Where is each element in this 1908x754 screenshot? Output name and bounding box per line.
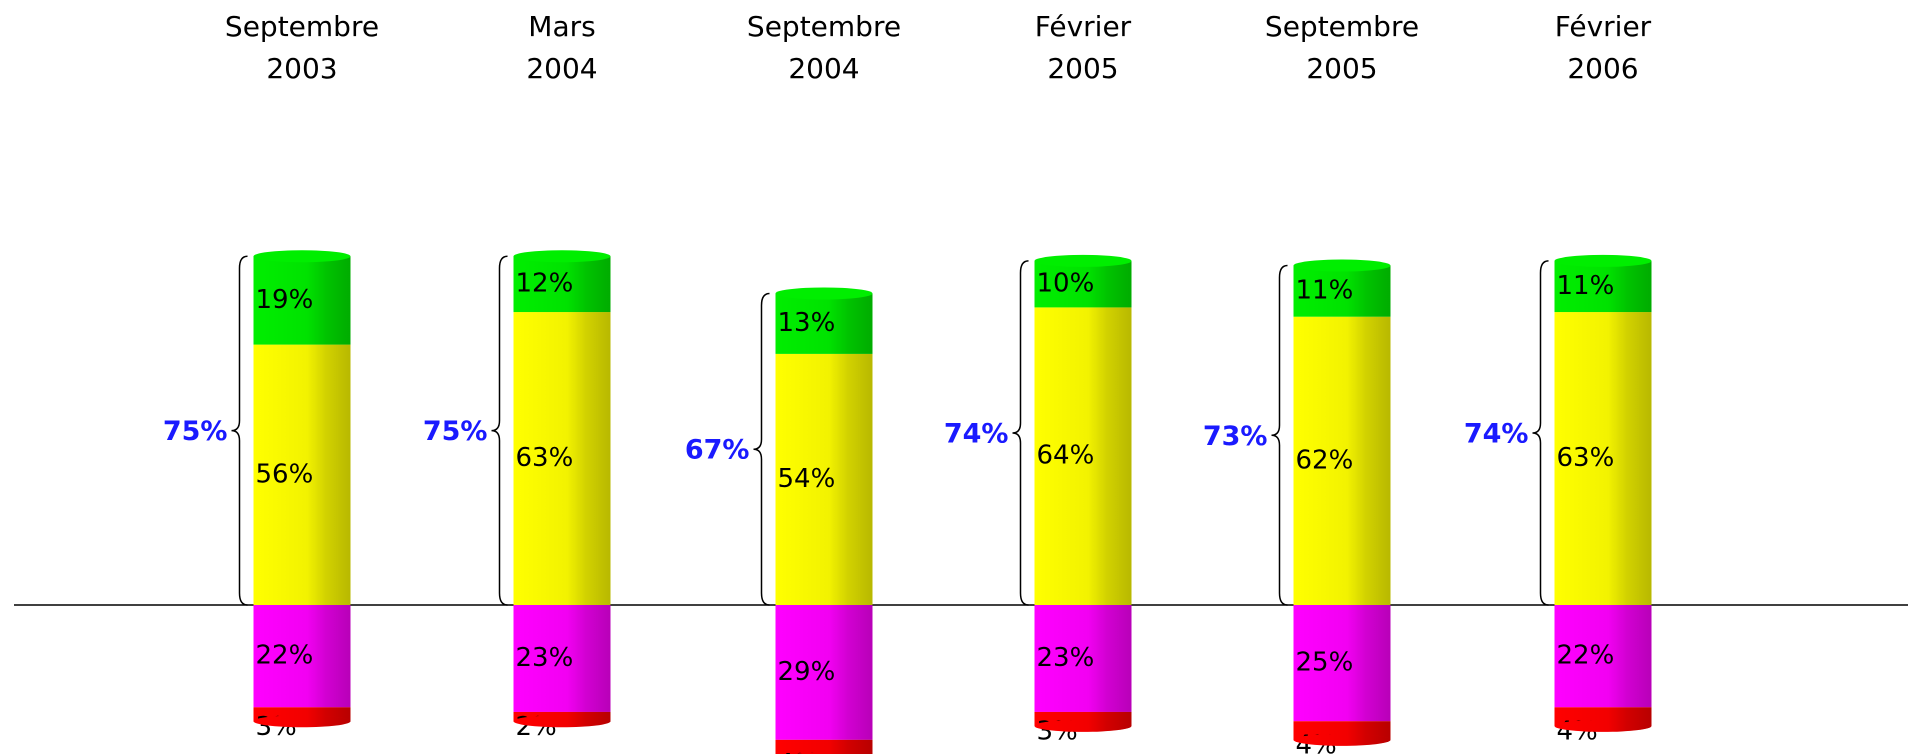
value-label: 29% [778, 657, 836, 687]
bar-shade [775, 293, 873, 354]
bar-cap [253, 250, 351, 263]
brace [753, 292, 770, 606]
value-label: 19% [256, 285, 314, 315]
bar-cap [1293, 259, 1391, 272]
brace [1271, 264, 1288, 606]
bar-shade [513, 256, 611, 313]
value-label: 63% [1557, 443, 1615, 473]
brace [1532, 260, 1549, 606]
category-label: Février 2006 [1555, 10, 1652, 85]
total-label: 67% [685, 435, 750, 466]
bar-cap-shade [1034, 719, 1132, 732]
value-label: 23% [1037, 643, 1095, 673]
bar-shade [1293, 605, 1391, 722]
value-label: 23% [516, 643, 574, 673]
value-label: 62% [1296, 445, 1354, 475]
bar-shade [1293, 316, 1391, 605]
bar-shade [1554, 605, 1652, 708]
total-label: 75% [423, 416, 488, 447]
total-label: 74% [1464, 418, 1529, 449]
bar-cap-shade [1554, 719, 1652, 732]
bar-shade [775, 605, 873, 740]
category-label: Septembre 2004 [747, 10, 901, 85]
total-label: 74% [944, 418, 1009, 449]
value-label: 54% [778, 464, 836, 494]
category-label: Septembre 2003 [225, 10, 379, 85]
value-label: 10% [1037, 269, 1095, 299]
bar-cap-shade [1293, 733, 1391, 746]
brace [231, 255, 248, 606]
value-label: 13% [778, 308, 836, 338]
value-label: 4% [778, 749, 819, 754]
bar-shade [1034, 307, 1132, 605]
bar-cap [1034, 254, 1132, 267]
value-label: 11% [1557, 271, 1615, 301]
bar-shade [253, 344, 351, 605]
value-label: 11% [1296, 276, 1354, 306]
bar-cap [513, 250, 611, 263]
bar-cap [1554, 254, 1652, 267]
bar-shade [1554, 312, 1652, 605]
bar-shade [1034, 260, 1132, 308]
bar-shade [1554, 260, 1652, 313]
value-label: 22% [1557, 641, 1615, 671]
category-label: Février 2005 [1035, 10, 1132, 85]
bar-shade [253, 256, 351, 345]
value-label: 22% [256, 641, 314, 671]
bar-cap [775, 287, 873, 300]
bar-shade [1034, 605, 1132, 712]
total-label: 75% [163, 416, 228, 447]
bar-shade [1293, 265, 1391, 317]
brace [491, 255, 508, 606]
category-label: Septembre 2005 [1265, 10, 1419, 85]
value-label: 12% [516, 269, 574, 299]
bar-cap-shade [253, 715, 351, 728]
total-label: 73% [1203, 421, 1268, 452]
value-label: 25% [1296, 648, 1354, 678]
value-label: 64% [1037, 441, 1095, 471]
bar-shade [513, 605, 611, 712]
bar-shade [513, 312, 611, 605]
bar-cap-shade [513, 715, 611, 728]
value-label: 63% [516, 443, 574, 473]
bar-shade [253, 605, 351, 708]
value-label: 56% [256, 459, 314, 489]
bar-shade [775, 739, 873, 754]
category-label: Mars 2004 [526, 10, 597, 85]
bar-shade [775, 353, 873, 605]
brace [1012, 260, 1029, 606]
